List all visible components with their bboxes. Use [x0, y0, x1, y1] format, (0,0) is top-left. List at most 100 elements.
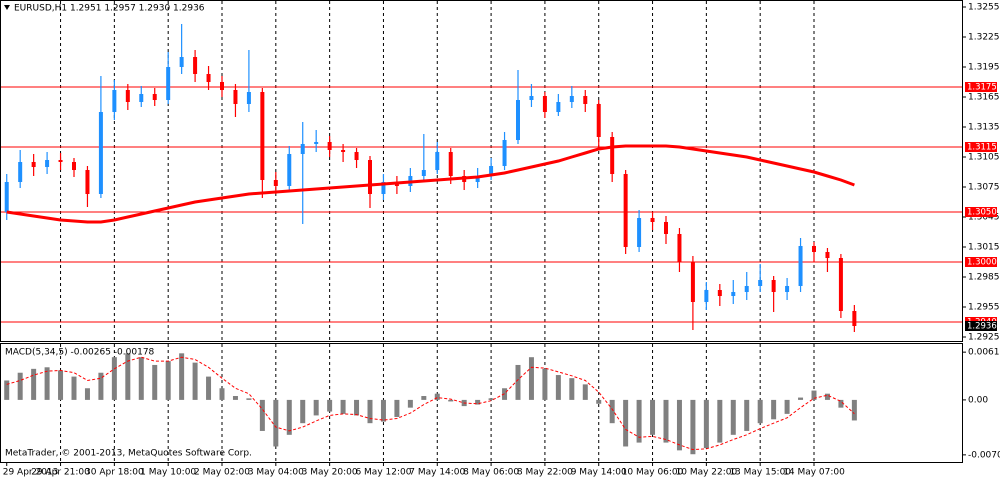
- candle-body: [166, 67, 171, 100]
- candle-body: [18, 162, 23, 182]
- y-tick-label: -0.00708: [968, 450, 1000, 460]
- candle-body: [435, 152, 440, 170]
- macd-bar: [623, 399, 629, 447]
- macd-bar: [488, 398, 494, 400]
- macd-bar: [246, 398, 252, 400]
- footer: MetaTrader, © 2001-2013, MetaQuotes Soft…: [5, 449, 252, 459]
- candle-body: [368, 160, 372, 194]
- candle-body: [610, 137, 615, 174]
- y-tick-label: 1.3135: [968, 123, 1000, 133]
- macd-bar: [407, 399, 413, 408]
- macd-bar: [542, 368, 548, 400]
- candle-body: [677, 234, 682, 262]
- candle-body: [569, 96, 574, 102]
- x-tick-label: 1 May 10:00: [140, 468, 196, 478]
- macd-title: MACD(5,34,5) -0.00265 -0.00178: [5, 348, 155, 358]
- candle-body: [421, 170, 426, 176]
- macd-bar: [528, 357, 534, 400]
- macd-bar: [354, 399, 360, 416]
- macd-bar: [717, 399, 723, 443]
- candle-body: [72, 162, 76, 170]
- macd-bar: [232, 396, 238, 400]
- macd-bar: [650, 399, 656, 435]
- price-label-box: [965, 321, 997, 331]
- macd-bar: [259, 399, 265, 431]
- candle-body: [246, 92, 251, 104]
- y-tick-label: 1.3195: [968, 63, 1000, 73]
- macd-bar: [111, 357, 117, 400]
- y-tick-label: 1.2985: [968, 273, 1000, 283]
- macd-bar: [138, 357, 144, 400]
- chart-title: EURUSD,H1 1.2951 1.2957 1.2930 1.2936: [14, 4, 205, 14]
- macd-bar: [31, 368, 37, 400]
- macd-bar: [58, 370, 64, 400]
- level-label: 1.3050: [967, 208, 997, 218]
- macd-bar: [17, 372, 23, 400]
- candle-body: [583, 96, 588, 104]
- x-tick-label: 2 May 02:00: [194, 468, 250, 478]
- macd-bar: [98, 372, 104, 400]
- macd-bar: [569, 378, 575, 400]
- macd-bar: [744, 399, 750, 431]
- y-tick-label: 1.2955: [968, 303, 1000, 313]
- macd-bar: [340, 399, 346, 414]
- macd-bar: [152, 364, 158, 400]
- candle-body: [758, 280, 763, 286]
- level-label: 1.3115: [967, 143, 997, 153]
- level-label-box: [965, 257, 997, 267]
- candle-body: [314, 142, 319, 144]
- x-tick-label: 8 May 06:00: [463, 468, 519, 478]
- candle-body: [287, 154, 292, 186]
- candle-body: [327, 142, 332, 150]
- x-tick-label: 14 May 07:00: [783, 468, 845, 478]
- y-tick-label: 1.3075: [968, 183, 1000, 193]
- candle-body: [85, 170, 90, 194]
- candle-body: [650, 218, 655, 222]
- moving-average: [6, 144, 855, 224]
- candle-body: [381, 182, 386, 194]
- candle-body: [838, 258, 843, 311]
- macd-bar: [179, 353, 185, 400]
- macd-bar: [71, 376, 77, 400]
- candle-body: [98, 112, 103, 194]
- candle-body: [206, 74, 211, 82]
- x-tick-label: 30 Apr 18:00: [85, 468, 144, 478]
- price-label: 1.2936: [967, 322, 997, 332]
- y-tick-label: 1.3225: [968, 33, 1000, 43]
- candle-body: [58, 160, 63, 162]
- y-tick-label: 0.00615: [968, 348, 1000, 358]
- macd-bar: [125, 353, 131, 400]
- candle-body: [45, 160, 50, 167]
- macd-bar: [206, 376, 212, 400]
- candle-body: [260, 92, 265, 180]
- macd-bar: [555, 375, 561, 400]
- candle-body: [273, 180, 278, 186]
- main-panel: [0, 0, 963, 342]
- macd-bar: [327, 399, 333, 412]
- signal-line: [6, 356, 855, 451]
- macd-bar: [448, 399, 454, 402]
- level-label-box: [965, 142, 997, 152]
- macd-bar: [219, 388, 225, 400]
- level-label-box: [965, 82, 997, 92]
- candle-body: [341, 150, 346, 152]
- macd-bar: [690, 399, 696, 455]
- candle-body: [193, 57, 198, 74]
- candle-body: [300, 144, 305, 154]
- macd-bar: [394, 399, 400, 417]
- level-label: 1.3175: [967, 83, 997, 93]
- x-tick-label: 8 May 22:00: [517, 468, 573, 478]
- candle-body: [812, 246, 816, 252]
- level-label-box: [965, 207, 997, 217]
- candle-body: [798, 246, 803, 286]
- candle-body: [717, 290, 722, 296]
- macd-bar: [367, 399, 373, 424]
- macd-bar: [730, 399, 736, 435]
- macd-bar: [771, 399, 777, 420]
- macd-bar: [596, 399, 602, 404]
- x-tick-label: 29 Apr 2013: [3, 468, 59, 478]
- candle-body: [516, 100, 520, 140]
- macd-bar: [811, 390, 817, 400]
- x-tick-label: 13 May 15:00: [729, 468, 791, 478]
